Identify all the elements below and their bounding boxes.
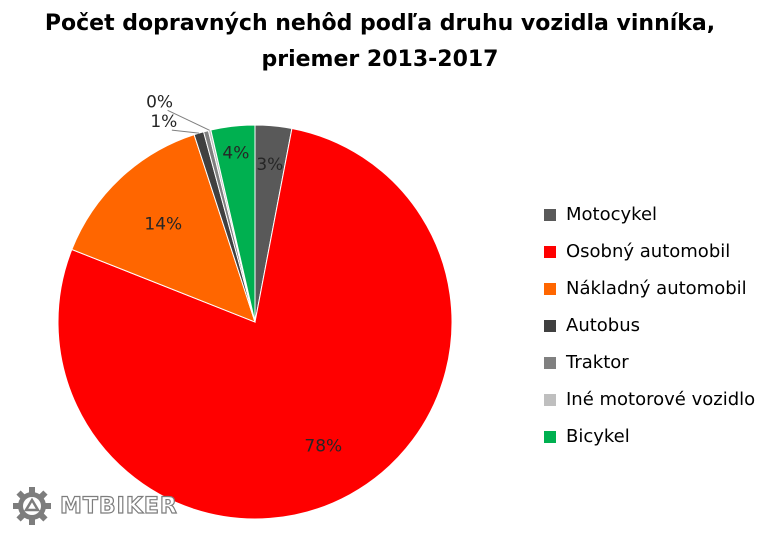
chart-legend: Motocykel Osobný automobil Nákladný automo… bbox=[544, 196, 755, 455]
watermark-text: MTBIKER bbox=[59, 493, 178, 519]
legend-swatch bbox=[544, 282, 556, 295]
legend-swatch bbox=[544, 245, 556, 258]
legend-label: Motocykel bbox=[566, 204, 658, 225]
legend-item-nákladný-automobil: Nákladný automobil bbox=[544, 270, 755, 307]
legend-swatch bbox=[544, 319, 556, 332]
legend-swatch bbox=[544, 208, 556, 221]
data-label-autobus: 1% bbox=[150, 112, 177, 132]
pie-slice-osobný-automobil bbox=[57, 127, 453, 520]
data-label-bicykel: 4% bbox=[222, 144, 249, 164]
data-label-nákladný-automobil: 14% bbox=[144, 214, 182, 234]
legend-item-bicykel: Bicykel bbox=[544, 418, 755, 455]
legend-swatch bbox=[544, 430, 556, 443]
legend-label: Autobus bbox=[566, 315, 641, 336]
chart-title-line-2: priemer 2013-2017 bbox=[261, 47, 499, 72]
legend-label: Nákladný automobil bbox=[566, 278, 747, 299]
legend-label: Osobný automobil bbox=[566, 241, 731, 262]
legend-swatch bbox=[544, 393, 556, 406]
leader-line-iné-motorové-vozidlo bbox=[167, 109, 210, 131]
legend-item-osobný-automobil: Osobný automobil bbox=[544, 233, 755, 270]
data-label-osobný-automobil: 78% bbox=[304, 436, 342, 456]
chart-title: Počet dopravných nehôd podľa druhu vozid… bbox=[0, 6, 760, 78]
legend-label: Iné motorové vozidlo bbox=[566, 389, 756, 410]
legend-swatch bbox=[544, 356, 556, 369]
chart-title-line-1: Počet dopravných nehôd podľa druhu vozid… bbox=[44, 11, 716, 36]
gear-icon bbox=[13, 487, 51, 525]
legend-item-motocykel: Motocykel bbox=[544, 196, 755, 233]
data-label-iné-motorové-vozidlo: 0% bbox=[146, 92, 173, 112]
legend-label: Traktor bbox=[566, 352, 629, 373]
data-label-motocykel: 3% bbox=[256, 155, 283, 175]
legend-label: Bicykel bbox=[566, 426, 630, 447]
legend-item-autobus: Autobus bbox=[544, 307, 755, 344]
legend-item-traktor: Traktor bbox=[544, 344, 755, 381]
legend-item-iné-motorové-vozidlo: Iné motorové vozidlo bbox=[544, 381, 755, 418]
watermark-logo: MTBIKER bbox=[12, 486, 178, 526]
leader-line-autobus bbox=[171, 129, 199, 134]
pie-slice-bicykel bbox=[210, 124, 256, 323]
